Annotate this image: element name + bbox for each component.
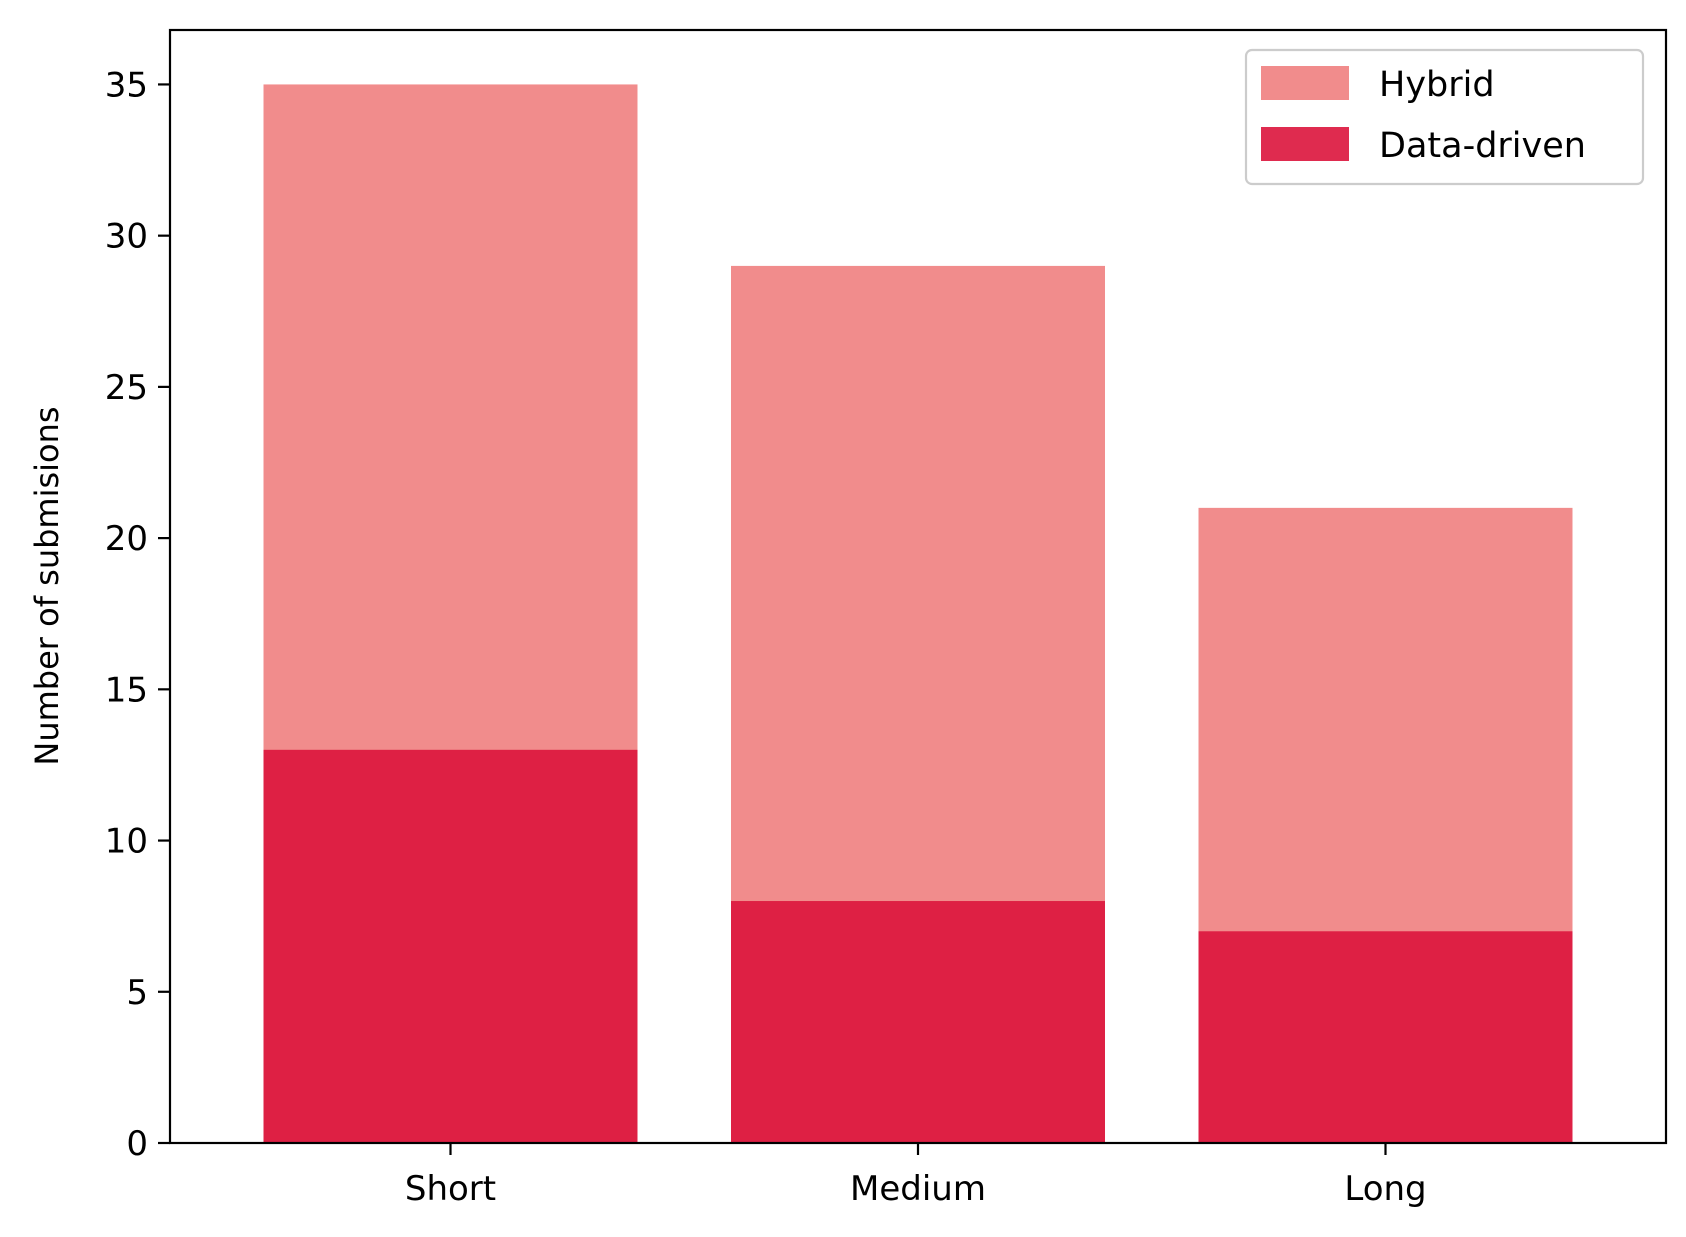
bars-layer bbox=[263, 84, 1573, 1144]
bar-data-driven-short bbox=[263, 749, 638, 1143]
y-tick-label: 20 bbox=[105, 519, 148, 559]
legend: Hybrid Data-driven bbox=[1244, 48, 1645, 186]
x-axis: Short Medium Long bbox=[405, 1143, 1427, 1209]
y-tick-label: 30 bbox=[105, 217, 148, 257]
y-tick-label: 35 bbox=[105, 65, 148, 105]
y-tick-label: 25 bbox=[105, 368, 148, 408]
x-tick-label-long: Long bbox=[1344, 1169, 1426, 1209]
y-tick-label: 5 bbox=[126, 973, 148, 1013]
bar-data-driven-long bbox=[1198, 931, 1573, 1143]
x-tick-label-short: Short bbox=[405, 1169, 496, 1209]
y-tick-label: 10 bbox=[105, 822, 148, 862]
legend-swatch-data-driven bbox=[1261, 127, 1349, 161]
legend-label-data-driven: Data-driven bbox=[1379, 126, 1586, 166]
legend-swatch-hybrid bbox=[1261, 66, 1349, 100]
y-axis-label: Number of submisions bbox=[28, 406, 66, 765]
y-axis: 0 5 10 15 20 25 30 35 bbox=[105, 65, 170, 1164]
y-tick-label: 0 bbox=[126, 1124, 148, 1164]
legend-label-hybrid: Hybrid bbox=[1379, 65, 1495, 105]
bar-data-driven-medium bbox=[731, 901, 1105, 1143]
x-tick-label-medium: Medium bbox=[850, 1169, 986, 1209]
y-tick-label: 15 bbox=[105, 670, 148, 710]
